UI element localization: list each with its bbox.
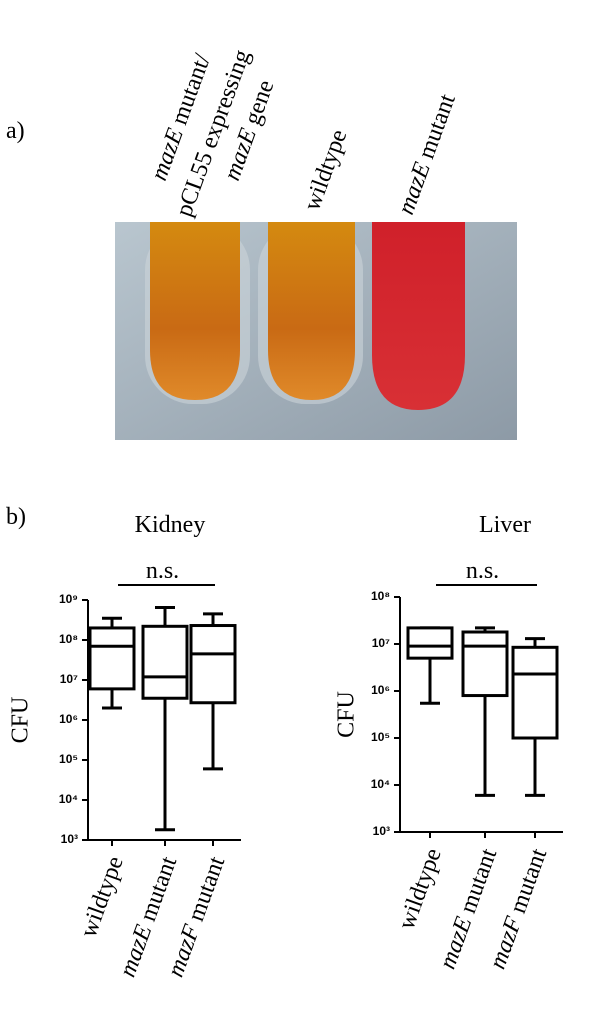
annotation: n.s. [466,558,499,584]
label-part: mutant [411,90,460,167]
chart-title: Liver [479,512,531,538]
panel-label: a) [6,118,25,144]
label-part: mazE [393,159,436,218]
label-part: wildtype [299,126,352,214]
box [406,626,454,660]
y-tick-label: 10⁵ [371,730,390,744]
y-tick-label: 10³ [61,832,78,846]
photo [115,222,517,440]
y-axis-label: CFU [334,691,360,738]
tube-label: mazE mutant [393,90,461,218]
y-tick-label: 10³ [373,824,390,838]
box [461,630,509,698]
x-tick-label: wildtype [394,845,447,933]
y-tick-label: 10⁴ [59,792,78,806]
box [511,645,559,740]
box [88,626,136,691]
x-tick-label: wildtype [76,853,129,941]
y-axis-label: CFU [8,697,34,744]
y-tick-label: 10⁶ [371,683,390,697]
box [189,624,237,705]
annotation: n.s. [146,558,179,584]
y-tick-label: 10⁸ [59,632,78,646]
y-tick-label: 10⁸ [371,589,390,603]
y-tick-label: 10⁶ [59,712,78,726]
box [141,624,189,700]
y-tick-label: 10⁹ [59,592,78,606]
label-part: mazE [146,125,189,184]
y-tick-label: 10⁵ [59,752,78,766]
tube-label: wildtype [299,126,352,214]
panel-label: b) [6,504,26,530]
y-tick-label: 10⁷ [372,636,390,650]
y-tick-label: 10⁷ [60,672,78,686]
y-tick-label: 10⁴ [371,777,390,791]
chart-title: Kidney [135,512,206,538]
